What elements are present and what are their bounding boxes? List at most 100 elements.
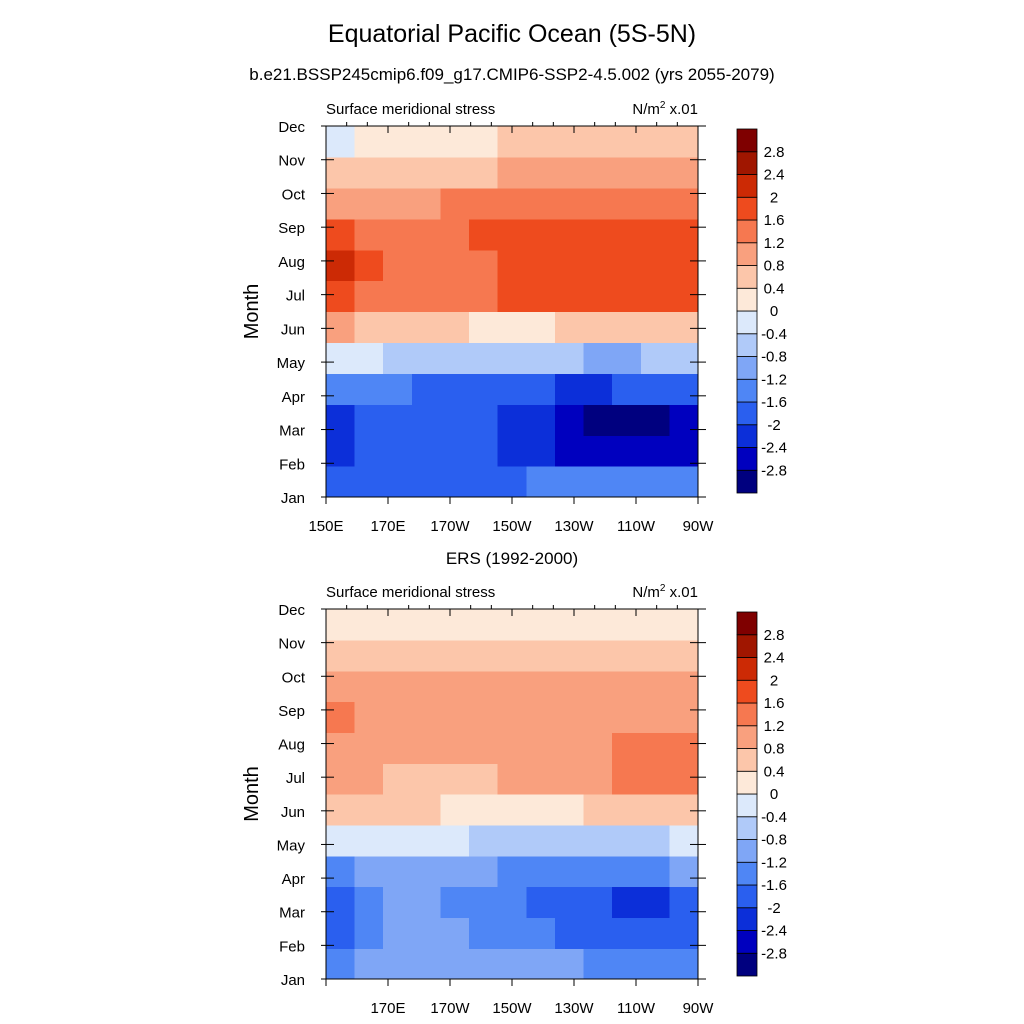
heatmap-cell — [383, 311, 413, 344]
colorbar-swatch — [736, 861, 758, 886]
colorbar-swatch — [736, 634, 758, 658]
heatmap-cell — [554, 435, 585, 467]
heatmap-cell — [469, 917, 499, 949]
heatmap-cell — [583, 855, 613, 888]
colorbar-label: 2.4 — [764, 167, 785, 184]
heatmap-cell — [669, 701, 699, 733]
heatmap-cell — [383, 373, 413, 405]
y-tick-label: Feb — [279, 456, 305, 473]
colorbar-label: -1.6 — [761, 394, 787, 411]
heatmap-cell — [469, 187, 499, 220]
heatmap-cell — [554, 886, 585, 918]
y-tick-label: Jun — [281, 321, 305, 338]
heatmap-cell — [440, 249, 470, 282]
heatmap-cell — [640, 126, 670, 158]
heatmap-cell — [440, 311, 470, 344]
heatmap-cell — [354, 948, 384, 980]
y-tick-label: Sep — [278, 703, 305, 720]
heatmap-cell — [326, 156, 356, 189]
colorbar-label: -1.2 — [761, 854, 787, 871]
colorbar-label: 0 — [770, 303, 778, 320]
heatmap-cell — [469, 824, 499, 857]
colorbar-swatch — [736, 884, 758, 909]
colorbar-swatch — [736, 401, 758, 426]
x-tick-label: 90W — [683, 1000, 715, 1017]
heatmap-cell — [669, 886, 699, 918]
heatmap-cell — [383, 763, 413, 795]
colorbar-label: 0.4 — [764, 763, 785, 780]
colorbar-swatch — [736, 424, 758, 448]
heatmap-cell — [469, 639, 499, 672]
heatmap-cell — [583, 886, 613, 918]
heatmap-cell — [583, 466, 613, 498]
heatmap-cell — [583, 404, 613, 436]
heatmap-cell — [612, 342, 642, 374]
heatmap-cell — [583, 187, 613, 220]
heatmap-cell — [583, 670, 613, 703]
y-tick-label: Mar — [279, 423, 305, 440]
heatmap-cell — [469, 126, 499, 158]
heatmap-cell — [354, 794, 384, 826]
heatmap-cell — [411, 670, 442, 703]
heatmap-cell — [526, 917, 556, 949]
heatmap-cell — [526, 794, 556, 826]
heatmap-cell — [612, 156, 642, 189]
heatmap-cell — [669, 156, 699, 189]
heatmap-cell — [612, 373, 642, 405]
heatmap-cell — [554, 218, 585, 251]
heatmap-cell — [669, 670, 699, 703]
heatmap-cell — [612, 280, 642, 313]
heatmap-cell — [469, 373, 499, 405]
heatmap-cell — [612, 948, 642, 980]
heatmap-cell — [526, 373, 556, 405]
heatmap-cell — [526, 311, 556, 344]
heatmap-cell — [583, 794, 613, 826]
heatmap-cell — [469, 404, 499, 436]
heatmap-cell — [354, 249, 384, 282]
heatmap-cell — [497, 187, 527, 220]
colorbar-label: -2 — [767, 417, 780, 434]
colorbar: -2.8 -2.4 -2 -1.6 -1.2 -0.8 -0.4 0 0.4 0.8 1.2 1.6 2… — [736, 128, 787, 494]
heatmap-cell — [612, 824, 642, 857]
chart-panel-2: ERS (1992-2000) Surface meridional stress… — [241, 549, 787, 1017]
heatmap-cell — [497, 639, 527, 672]
colorbar-swatch — [736, 378, 758, 403]
y-tick-label: Jan — [281, 972, 305, 989]
x-tick-label: 110W — [617, 518, 656, 535]
heatmap-cell — [440, 609, 470, 641]
heatmap-cell — [497, 732, 527, 764]
heatmap-cell — [440, 218, 470, 251]
heatmap-cell — [469, 435, 499, 467]
y-tick-label: Feb — [279, 938, 305, 955]
heatmap-cell — [612, 917, 642, 949]
heatmap-cell — [440, 404, 470, 436]
heatmap-cell — [326, 311, 356, 344]
heatmap-cell — [497, 249, 527, 282]
heatmap-cell — [583, 342, 613, 374]
heatmap-cell — [669, 824, 699, 857]
heatmap-cell — [411, 763, 442, 795]
heatmap-cell — [583, 435, 613, 467]
heatmap-cell — [411, 126, 442, 158]
heatmap-cell — [411, 609, 442, 641]
heatmap-cell — [669, 466, 699, 498]
heatmap-cell — [354, 732, 384, 764]
heatmap-cell — [354, 701, 384, 733]
heatmap-cell — [612, 639, 642, 672]
heatmap-cell — [526, 855, 556, 888]
heatmap-cell — [640, 917, 670, 949]
colorbar-swatch — [736, 952, 758, 977]
heatmap-cell — [526, 187, 556, 220]
heatmap-cell — [640, 466, 670, 498]
heatmap-cell — [526, 435, 556, 467]
heatmap-cell — [640, 156, 670, 189]
heatmap-cell — [411, 404, 442, 436]
heatmap-cell — [554, 917, 585, 949]
heatmap-cell — [526, 639, 556, 672]
heatmap-cell — [411, 249, 442, 282]
heatmap-cell — [583, 126, 613, 158]
x-tick-label: 170W — [430, 518, 470, 535]
heatmap-cell — [669, 342, 699, 374]
heatmap-cell — [383, 187, 413, 220]
heatmap-cell — [354, 670, 384, 703]
